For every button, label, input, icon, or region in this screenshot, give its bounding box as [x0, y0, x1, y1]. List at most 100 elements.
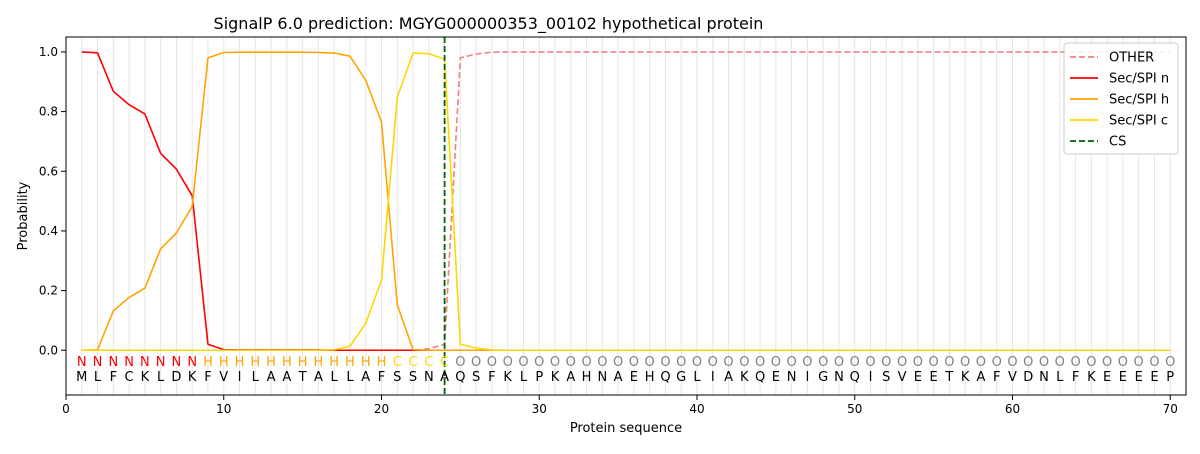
- region-label: O: [1023, 355, 1033, 370]
- region-label: C: [409, 355, 418, 370]
- region-label: O: [834, 355, 844, 370]
- region-label: O: [1102, 355, 1112, 370]
- region-label: H: [219, 355, 229, 370]
- amino-acid-label: A: [361, 370, 370, 385]
- legend: OTHER Sec/SPI n Sec/SPI h Sec/SPI c CS: [1063, 42, 1179, 155]
- amino-acid-label: H: [582, 370, 592, 385]
- y-tick-label: 0.2: [39, 284, 58, 298]
- region-label: O: [550, 355, 560, 370]
- amino-acid-label: T: [298, 370, 307, 385]
- region-label: O: [1070, 355, 1080, 370]
- legend-label: CS: [1109, 135, 1126, 150]
- series-lines: [81, 37, 1171, 395]
- amino-acid-label: F: [488, 370, 495, 385]
- amino-acid-label: F: [204, 370, 211, 385]
- amino-acid-label: E: [1119, 370, 1127, 385]
- region-label: N: [156, 355, 166, 370]
- region-label: O: [897, 355, 907, 370]
- amino-acid-label: Q: [455, 370, 465, 385]
- amino-acid-label: K: [188, 370, 197, 385]
- amino-acid-label: L: [346, 370, 354, 385]
- region-label: O: [739, 355, 749, 370]
- amino-acid-label: L: [520, 370, 528, 385]
- x-tick-label: 30: [532, 402, 547, 416]
- region-label: O: [660, 355, 670, 370]
- amino-acid-label: L: [94, 370, 102, 385]
- amino-acid-label: A: [267, 370, 276, 385]
- region-label: O: [802, 355, 812, 370]
- region-label: O: [944, 355, 954, 370]
- amino-acid-label: E: [914, 370, 922, 385]
- region-label: H: [250, 355, 260, 370]
- y-tick-label: 1.0: [39, 45, 58, 59]
- x-tick-label: 10: [216, 402, 231, 416]
- amino-acid-label: K: [503, 370, 512, 385]
- x-tick-label: 0: [62, 402, 70, 416]
- region-label: O: [503, 355, 513, 370]
- amino-acid-label: N: [597, 370, 607, 385]
- axes: 0 10 20 30 40 50 60 70 0.0 0.2 0.4 0.6 0.8 1.0: [39, 45, 1178, 416]
- amino-acid-label: K: [961, 370, 970, 385]
- amino-acid-label: A: [282, 370, 291, 385]
- amino-acid-label: K: [740, 370, 749, 385]
- amino-acid-label: Q: [755, 370, 765, 385]
- amino-acid-label: L: [693, 370, 701, 385]
- x-tick-label: 70: [1163, 402, 1178, 416]
- amino-acid-label: I: [869, 370, 873, 385]
- amino-acid-label: A: [724, 370, 733, 385]
- region-label: H: [345, 355, 355, 370]
- region-label: O: [881, 355, 891, 370]
- amino-acid-label: N: [1039, 370, 1049, 385]
- y-tick-label: 0.6: [39, 164, 58, 178]
- y-tick-label: 0.8: [39, 105, 58, 119]
- region-label: O: [597, 355, 607, 370]
- amino-acid-label: E: [929, 370, 937, 385]
- region-label: O: [787, 355, 797, 370]
- amino-acid-label: L: [252, 370, 260, 385]
- amino-acid-label: K: [1087, 370, 1096, 385]
- region-label: O: [865, 355, 875, 370]
- x-tick-label: 20: [374, 402, 389, 416]
- region-label: O: [676, 355, 686, 370]
- legend-label: Sec/SPI n: [1109, 72, 1169, 87]
- x-tick-label: 40: [689, 402, 704, 416]
- y-axis-label: Probability: [16, 181, 31, 250]
- region-label: N: [140, 355, 150, 370]
- amino-acid-label: A: [614, 370, 623, 385]
- region-label: H: [203, 355, 213, 370]
- region-label: H: [266, 355, 276, 370]
- region-label: O: [818, 355, 828, 370]
- series-line-sec-spi-c: [81, 52, 1171, 352]
- region-label: O: [1007, 355, 1017, 370]
- amino-acid-label: F: [110, 370, 117, 385]
- region-label: O: [1165, 355, 1175, 370]
- region-label: N: [124, 355, 134, 370]
- y-tick-label: 0.4: [39, 224, 58, 238]
- region-label: O: [960, 355, 970, 370]
- region-label: O: [455, 355, 465, 370]
- amino-acid-label: E: [630, 370, 638, 385]
- amino-acid-label: N: [787, 370, 797, 385]
- region-label: O: [992, 355, 1002, 370]
- region-label: O: [487, 355, 497, 370]
- amino-acid-label: A: [976, 370, 985, 385]
- x-axis-label: Protein sequence: [570, 421, 682, 436]
- amino-acid-label: L: [157, 370, 165, 385]
- amino-acid-label: N: [834, 370, 844, 385]
- region-label: O: [518, 355, 528, 370]
- x-tick-label: 50: [847, 402, 862, 416]
- amino-acid-label: P: [1166, 370, 1174, 385]
- amino-acid-label: Q: [660, 370, 670, 385]
- region-label: O: [1086, 355, 1096, 370]
- amino-acid-label: C: [125, 370, 134, 385]
- region-label: H: [361, 355, 371, 370]
- amino-acid-label: S: [472, 370, 480, 385]
- amino-acid-label: P: [535, 370, 543, 385]
- legend-label: Sec/SPI c: [1109, 114, 1168, 129]
- amino-acid-label: V: [1008, 370, 1017, 385]
- amino-acid-label: F: [378, 370, 385, 385]
- amino-acid-label: E: [1135, 370, 1143, 385]
